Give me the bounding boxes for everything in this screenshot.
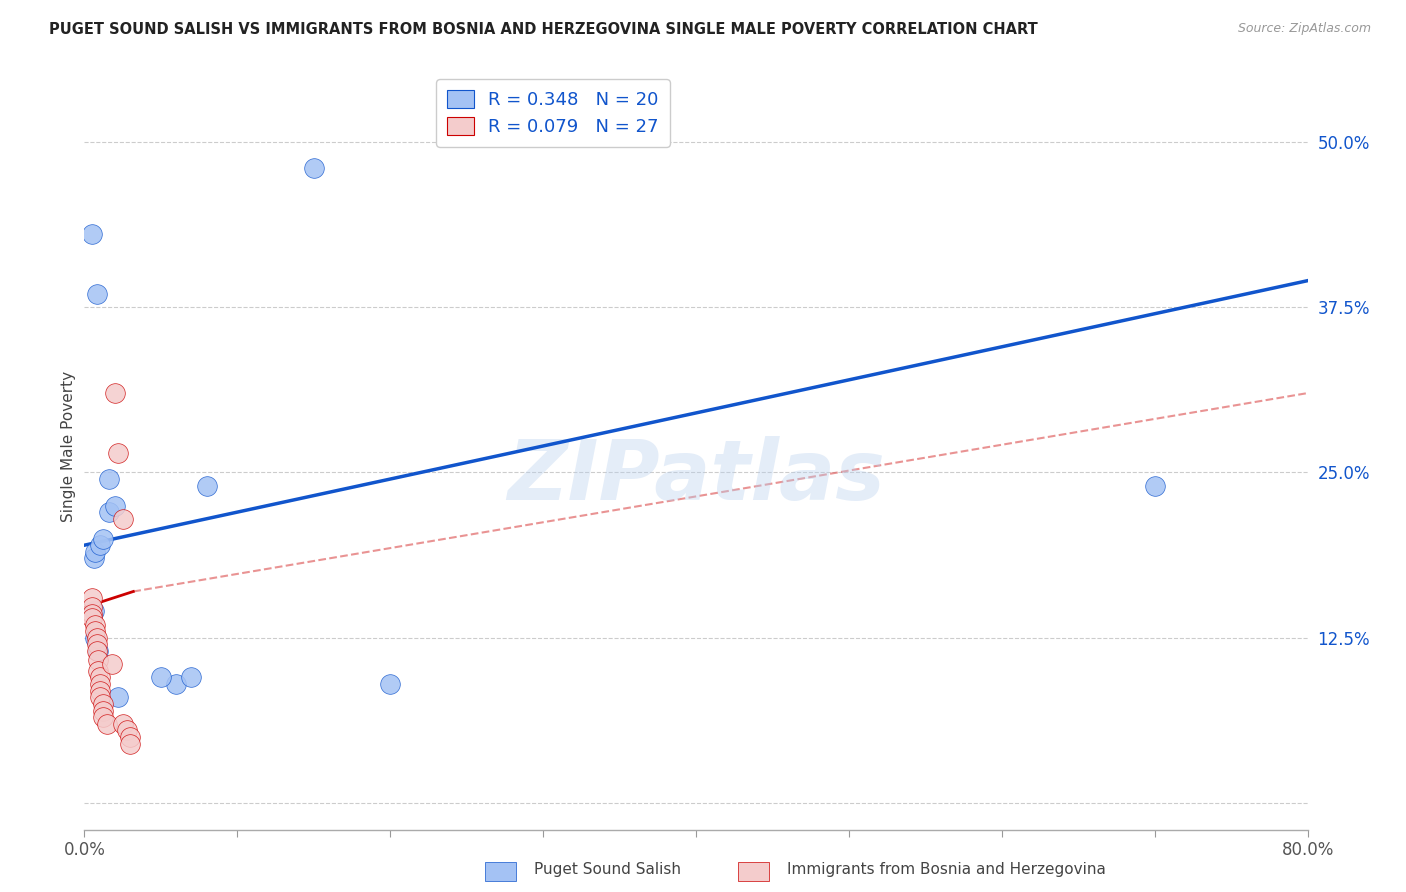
Point <box>101 657 124 672</box>
Point <box>149 670 172 684</box>
Point <box>302 161 325 176</box>
Legend: R = 0.348   N = 20, R = 0.079   N = 27: R = 0.348 N = 20, R = 0.079 N = 27 <box>436 79 669 146</box>
Point <box>89 677 111 691</box>
Point <box>195 478 218 492</box>
Point <box>83 604 105 618</box>
Point <box>87 644 110 658</box>
Point <box>111 716 134 731</box>
Point <box>80 227 103 242</box>
Point <box>89 683 111 698</box>
Point <box>107 690 129 705</box>
Text: PUGET SOUND SALISH VS IMMIGRANTS FROM BOSNIA AND HERZEGOVINA SINGLE MALE POVERTY: PUGET SOUND SALISH VS IMMIGRANTS FROM BO… <box>49 22 1038 37</box>
Point <box>96 716 118 731</box>
Point <box>87 653 110 667</box>
Point <box>91 710 114 724</box>
Point <box>89 690 111 705</box>
Point <box>84 624 107 639</box>
Point <box>84 617 107 632</box>
Point <box>84 545 107 559</box>
Point <box>104 386 127 401</box>
Point <box>120 737 142 751</box>
Point <box>380 677 402 691</box>
Point <box>89 670 111 684</box>
Point <box>107 445 129 459</box>
Point <box>1143 478 1166 492</box>
Point <box>80 607 103 621</box>
Y-axis label: Single Male Poverty: Single Male Poverty <box>60 370 76 522</box>
Point <box>91 704 114 718</box>
Point <box>120 730 142 744</box>
Text: Puget Sound Salish: Puget Sound Salish <box>534 863 682 877</box>
Point <box>165 677 187 691</box>
Point <box>180 670 202 684</box>
Point <box>111 512 134 526</box>
Point <box>97 472 120 486</box>
Point <box>84 631 107 645</box>
Text: Source: ZipAtlas.com: Source: ZipAtlas.com <box>1237 22 1371 36</box>
Point <box>80 611 103 625</box>
Point <box>97 505 120 519</box>
Point <box>86 644 108 658</box>
Point <box>86 637 108 651</box>
Text: Immigrants from Bosnia and Herzegovina: Immigrants from Bosnia and Herzegovina <box>787 863 1107 877</box>
Point <box>87 664 110 678</box>
Point <box>83 551 105 566</box>
Point <box>86 631 108 645</box>
Point <box>104 499 127 513</box>
Text: ZIPatlas: ZIPatlas <box>508 436 884 517</box>
Point <box>89 538 111 552</box>
Point <box>80 591 103 606</box>
Point <box>91 532 114 546</box>
Point <box>115 723 138 738</box>
Point <box>91 697 114 711</box>
Point <box>80 600 103 615</box>
Point <box>86 286 108 301</box>
